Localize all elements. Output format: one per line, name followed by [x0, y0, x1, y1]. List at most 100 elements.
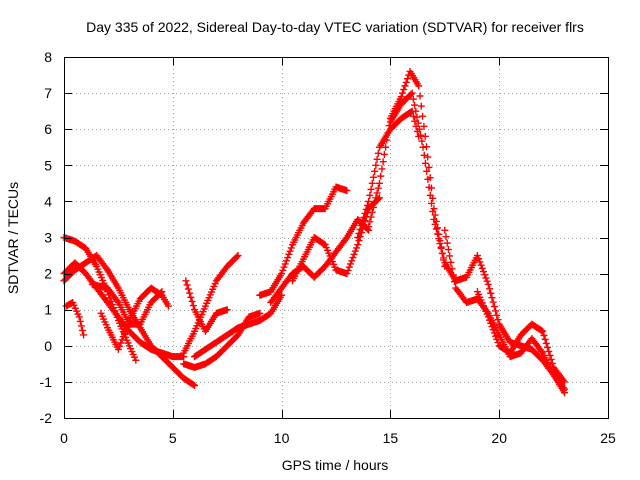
data-point [425, 183, 433, 191]
y-tick-label: 0 [44, 338, 52, 354]
data-point [382, 143, 390, 151]
data-point [234, 252, 242, 260]
data-point [420, 151, 428, 159]
data-point [191, 382, 199, 390]
data-point [281, 260, 289, 268]
data-point [446, 252, 454, 260]
data-point [431, 220, 439, 228]
series-track-14 [354, 107, 423, 241]
x-tick-label: 5 [169, 430, 177, 446]
data-point [542, 339, 550, 347]
data-point [376, 179, 384, 187]
series-track-4 [62, 298, 88, 339]
data-point [417, 102, 425, 110]
data-point [365, 223, 373, 231]
data-point [539, 327, 547, 335]
data-point [120, 329, 128, 337]
data-point [477, 261, 485, 269]
data-point [487, 319, 495, 327]
data-point [123, 323, 131, 331]
data-point [354, 241, 362, 249]
data-point [342, 235, 350, 243]
x-tick-label: 10 [274, 430, 290, 446]
data-point [385, 122, 393, 130]
series-track-9 [191, 291, 286, 361]
data-point [384, 129, 392, 137]
data-point [286, 247, 294, 255]
data-point [343, 187, 351, 195]
data-point [284, 254, 292, 262]
grid [64, 57, 608, 418]
data-point [486, 316, 494, 324]
data-point [408, 89, 416, 97]
data-point [490, 302, 498, 310]
data-point [489, 298, 497, 306]
x-tick-label: 25 [600, 430, 616, 446]
data-point [541, 335, 549, 343]
data-point [403, 75, 411, 83]
data-point [476, 258, 484, 266]
series-track-11 [256, 183, 351, 299]
series-track-5 [88, 280, 166, 328]
data-point [431, 211, 439, 219]
data-point [368, 179, 376, 187]
data-point [560, 378, 568, 386]
y-tick-label: 2 [44, 266, 52, 282]
series-track-18 [473, 288, 568, 386]
data-point [493, 335, 501, 343]
data-point [430, 215, 438, 223]
data-point [278, 270, 286, 278]
data-point [189, 381, 197, 389]
data-point [355, 229, 363, 237]
data-point [357, 221, 365, 229]
data-point [416, 92, 424, 100]
data-point [373, 189, 381, 197]
data-point [444, 246, 452, 254]
data-point [494, 339, 502, 347]
data-point [418, 137, 426, 145]
data-point [545, 347, 553, 355]
data-point [360, 213, 368, 221]
y-tick-label: -1 [40, 374, 53, 390]
data-point [366, 191, 374, 199]
data-point [540, 331, 548, 339]
data-point [361, 209, 369, 217]
data-point [412, 107, 420, 115]
data-point [186, 289, 194, 297]
data-point [420, 122, 428, 130]
data-point [223, 306, 231, 314]
series-track-1 [60, 234, 140, 364]
data-point [538, 347, 546, 355]
y-tick-label: 8 [44, 49, 52, 65]
data-point [544, 343, 552, 351]
data-point [411, 101, 419, 109]
y-tick-label: 3 [44, 230, 52, 246]
data-point [383, 136, 391, 144]
data-point [441, 226, 449, 234]
series-track-7 [180, 252, 242, 357]
data-point [374, 184, 382, 192]
data-point [189, 302, 197, 310]
data-point [548, 359, 556, 367]
data-point [419, 143, 427, 151]
data-point [354, 234, 362, 241]
data-point [183, 281, 191, 289]
data-point [487, 289, 495, 297]
data-point [371, 167, 379, 175]
data-point [373, 155, 381, 163]
data-point [413, 113, 421, 121]
data-point [425, 163, 433, 171]
y-tick-label: 6 [44, 121, 52, 137]
data-point [380, 150, 388, 158]
data-point [409, 95, 417, 103]
data-point [493, 311, 501, 319]
data-point [365, 197, 373, 205]
data-point [436, 240, 444, 248]
data-point [546, 351, 554, 359]
data-point [415, 125, 423, 133]
data-point [351, 247, 359, 255]
data-point [75, 313, 83, 321]
data-point [426, 191, 434, 199]
data-point [114, 345, 122, 353]
data-point [484, 280, 492, 288]
